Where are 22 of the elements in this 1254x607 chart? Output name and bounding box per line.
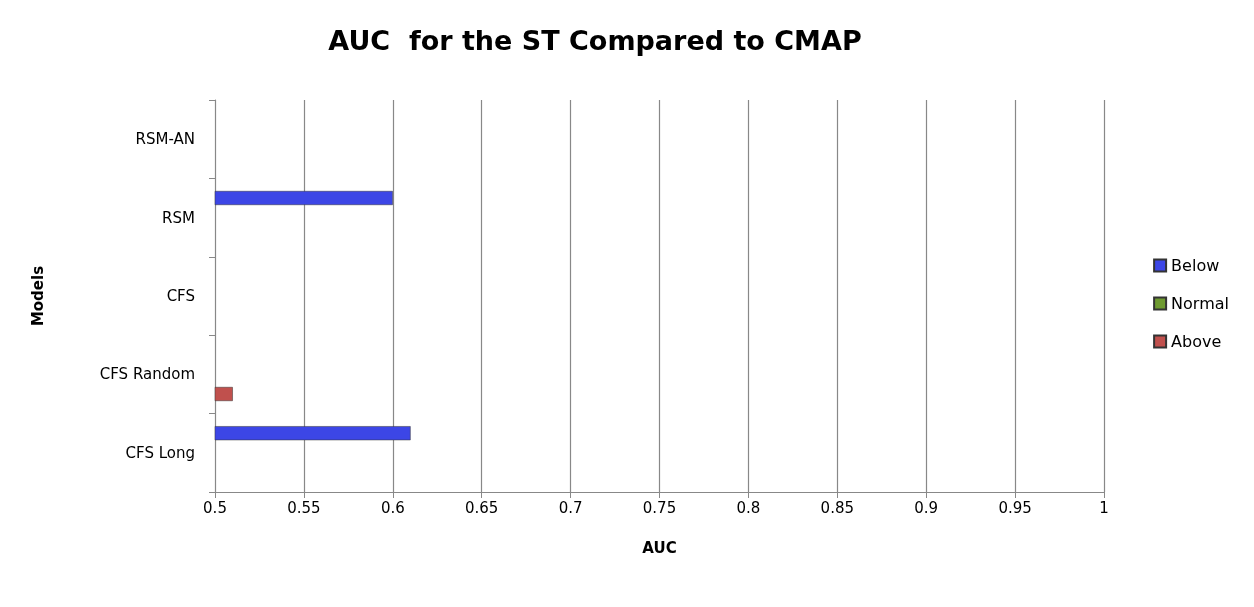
y-axis-title: Models — [28, 265, 47, 327]
y-tick-label: RSM-AN — [135, 130, 195, 149]
legend-label: Normal — [1171, 294, 1229, 313]
legend-label: Below — [1171, 256, 1220, 275]
y-tick-label: RSM — [162, 208, 195, 227]
x-tick-label: 0.55 — [287, 498, 321, 517]
x-tick-label: 0.5 — [203, 498, 227, 517]
x-tick-label: 0.85 — [820, 498, 854, 517]
x-tick-label: 0.75 — [642, 498, 677, 517]
y-tick-label: CFS Long — [125, 443, 195, 462]
x-tick-label: 0.8 — [736, 498, 761, 517]
x-tick-label: 0.95 — [998, 498, 1032, 517]
legend-label: Above — [1171, 332, 1222, 351]
x-tick-label: 0.6 — [380, 498, 405, 517]
chart-title: AUC for the ST Compared to CMAP — [328, 25, 862, 56]
x-tick-label: 1 — [1099, 498, 1109, 517]
x-tick-label: 0.9 — [914, 498, 939, 517]
y-tick-label: CFS — [166, 287, 195, 305]
x-axis-title: AUC — [642, 538, 677, 557]
x-tick-label: 0.65 — [465, 498, 499, 517]
y-tick-label: CFS Random — [99, 365, 195, 384]
x-tick-label: 0.7 — [558, 498, 583, 517]
